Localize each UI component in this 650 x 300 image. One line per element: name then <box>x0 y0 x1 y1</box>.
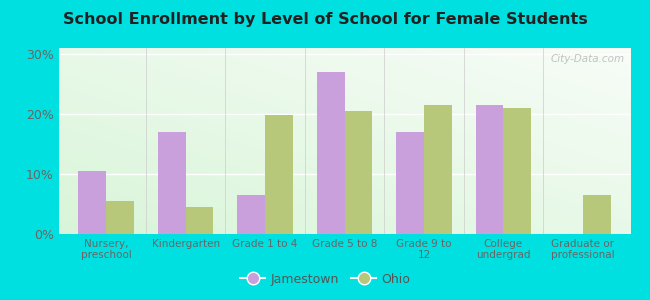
Bar <box>503 108 531 234</box>
Bar <box>237 195 265 234</box>
Bar <box>265 115 293 234</box>
Bar <box>583 195 610 234</box>
Text: City-Data.com: City-Data.com <box>551 54 625 64</box>
Bar <box>106 201 134 234</box>
Bar <box>317 72 345 234</box>
Text: School Enrollment by Level of School for Female Students: School Enrollment by Level of School for… <box>62 12 588 27</box>
Bar <box>344 111 372 234</box>
Bar <box>79 171 106 234</box>
Bar <box>476 105 503 234</box>
Bar <box>158 132 186 234</box>
Bar <box>186 207 213 234</box>
Bar <box>396 132 424 234</box>
Bar <box>424 105 452 234</box>
Legend: Jamestown, Ohio: Jamestown, Ohio <box>235 268 415 291</box>
